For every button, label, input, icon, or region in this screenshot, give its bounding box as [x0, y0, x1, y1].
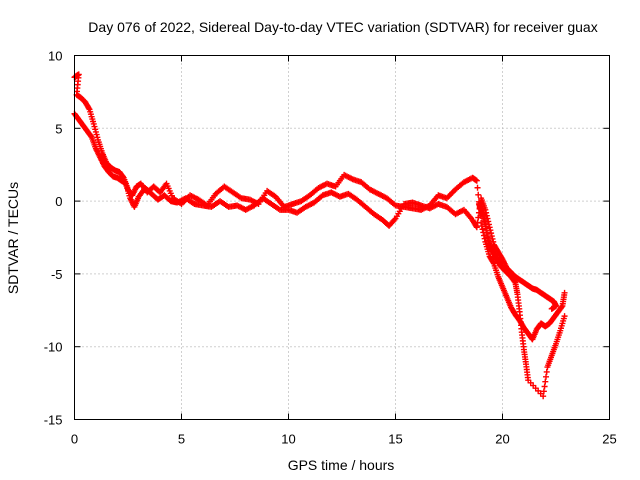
data-point [473, 223, 480, 230]
data-point [511, 278, 518, 285]
plot-frame [74, 55, 610, 420]
data-point [543, 368, 550, 375]
grid [74, 55, 610, 420]
y-tick-label: -10 [44, 340, 63, 355]
x-tick-label: 25 [602, 432, 616, 447]
series-track-c [475, 201, 568, 400]
data-point [542, 378, 549, 385]
data-point [541, 383, 548, 390]
data-point [391, 216, 398, 223]
data-point [85, 105, 92, 112]
chart-title: Day 076 of 2022, Sidereal Day-to-day VTE… [88, 19, 597, 35]
x-tick-label: 20 [495, 432, 509, 447]
x-tick-label: 0 [71, 432, 78, 447]
data-point [475, 191, 482, 198]
x-tick-label: 10 [281, 432, 295, 447]
data-point [474, 219, 481, 226]
data-point [486, 224, 493, 231]
series-track-b [71, 110, 559, 312]
data-point [540, 388, 547, 395]
y-tick-label: 5 [55, 121, 62, 136]
data-point [543, 373, 550, 380]
x-axis: 0 5 10 15 20 25 [71, 55, 617, 447]
y-tick-label: 0 [55, 194, 62, 209]
data-point [561, 313, 568, 320]
data-point [558, 303, 565, 310]
y-tick-label: 10 [48, 49, 62, 64]
data-point [490, 259, 497, 266]
y-tick-label: -5 [51, 267, 63, 282]
data-point [475, 214, 482, 221]
series-track-a [71, 71, 568, 343]
x-tick-label: 5 [178, 432, 185, 447]
data-point [473, 224, 480, 231]
data-point [488, 230, 495, 237]
data-point [474, 184, 481, 191]
y-tick-label: -15 [44, 413, 63, 428]
y-axis: 10 5 0 -5 -10 -15 [44, 49, 610, 428]
data-points [71, 71, 568, 400]
data-point [473, 177, 480, 184]
data-point [548, 305, 555, 312]
data-point [540, 393, 547, 400]
y-axis-title: SDTVAR / TECUs [5, 182, 21, 294]
x-tick-label: 15 [388, 432, 402, 447]
data-point [561, 289, 568, 296]
data-point [479, 226, 486, 233]
x-axis-title: GPS time / hours [288, 457, 395, 473]
